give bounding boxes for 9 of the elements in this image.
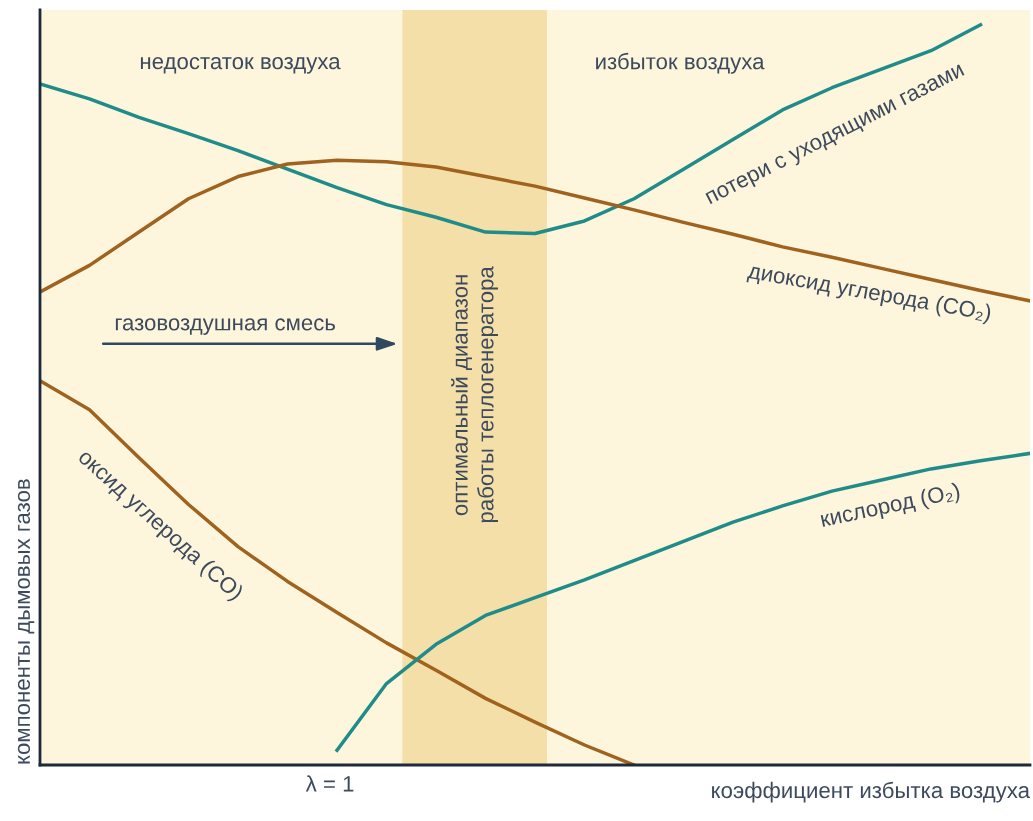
x-axis-title: коэффициент избытка воздуха	[712, 781, 1031, 803]
text: диоксид углерода (CO₂)	[746, 261, 992, 325]
annotation: избыток воздуха	[596, 52, 765, 74]
text: кислород (O₂)	[819, 481, 962, 532]
annotation: оптимальный диапазон работы теплогенератора	[451, 266, 498, 523]
y-axis-title: компоненты дымовых газов	[17, 479, 35, 764]
annotation: недостаток воздуха	[140, 57, 341, 74]
text: λ = 1	[305, 775, 354, 792]
annotation: газовоздушная смесь	[115, 318, 335, 335]
